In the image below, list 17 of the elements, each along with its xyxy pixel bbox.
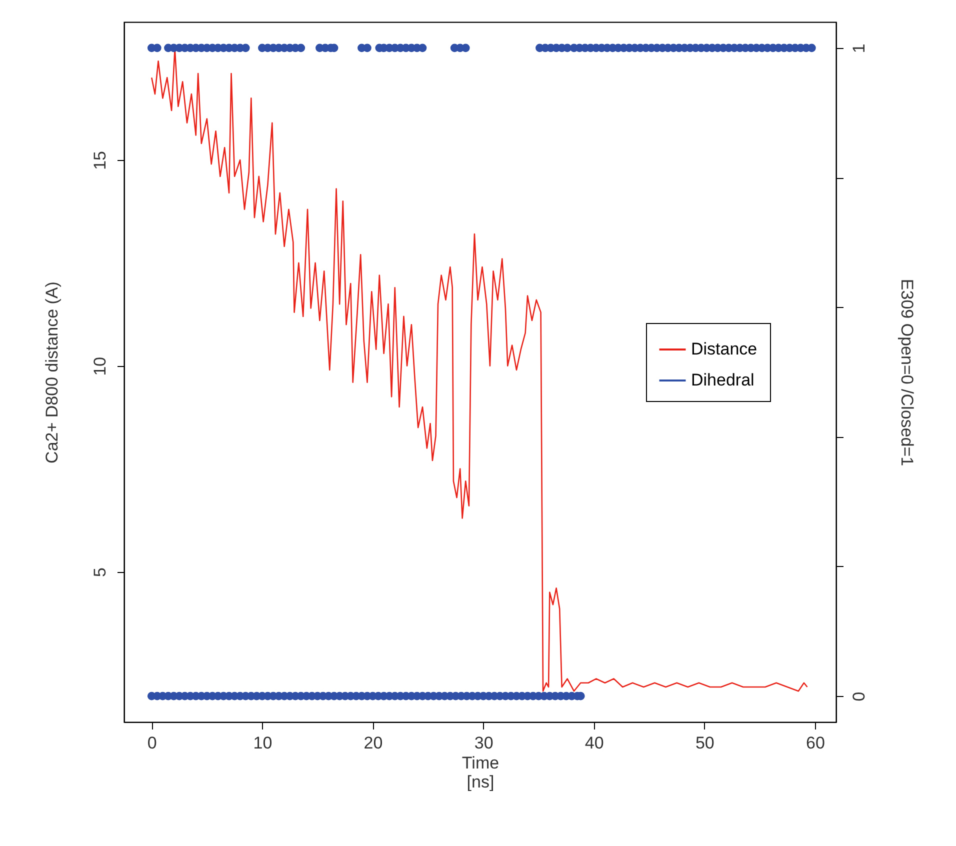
- y2-tick-label: 1: [850, 44, 868, 54]
- y2-tick-label: 0: [850, 692, 868, 702]
- x-tick-label: 10: [253, 734, 272, 752]
- x-tick-label: 60: [806, 734, 825, 752]
- x-tick-label: 50: [695, 734, 714, 752]
- y-axis-title: Ca2+ D800 distance (A): [42, 282, 62, 464]
- y-tick-label: 10: [90, 356, 110, 376]
- x-tick-label: 30: [474, 734, 494, 752]
- x-axis-title: Time [ns]: [462, 754, 500, 792]
- y-tick-label: 15: [90, 150, 110, 170]
- x-tick-label: 20: [364, 734, 383, 752]
- y-tick-label: 5: [90, 567, 110, 577]
- x-tick-label: 40: [584, 734, 604, 752]
- legend-label: Distance: [691, 340, 758, 358]
- legend-label: Dihedral: [691, 370, 754, 390]
- x-tick-label: 0: [147, 734, 157, 752]
- y2-axis-title: E309 Open=0 /Closed=1: [898, 278, 916, 466]
